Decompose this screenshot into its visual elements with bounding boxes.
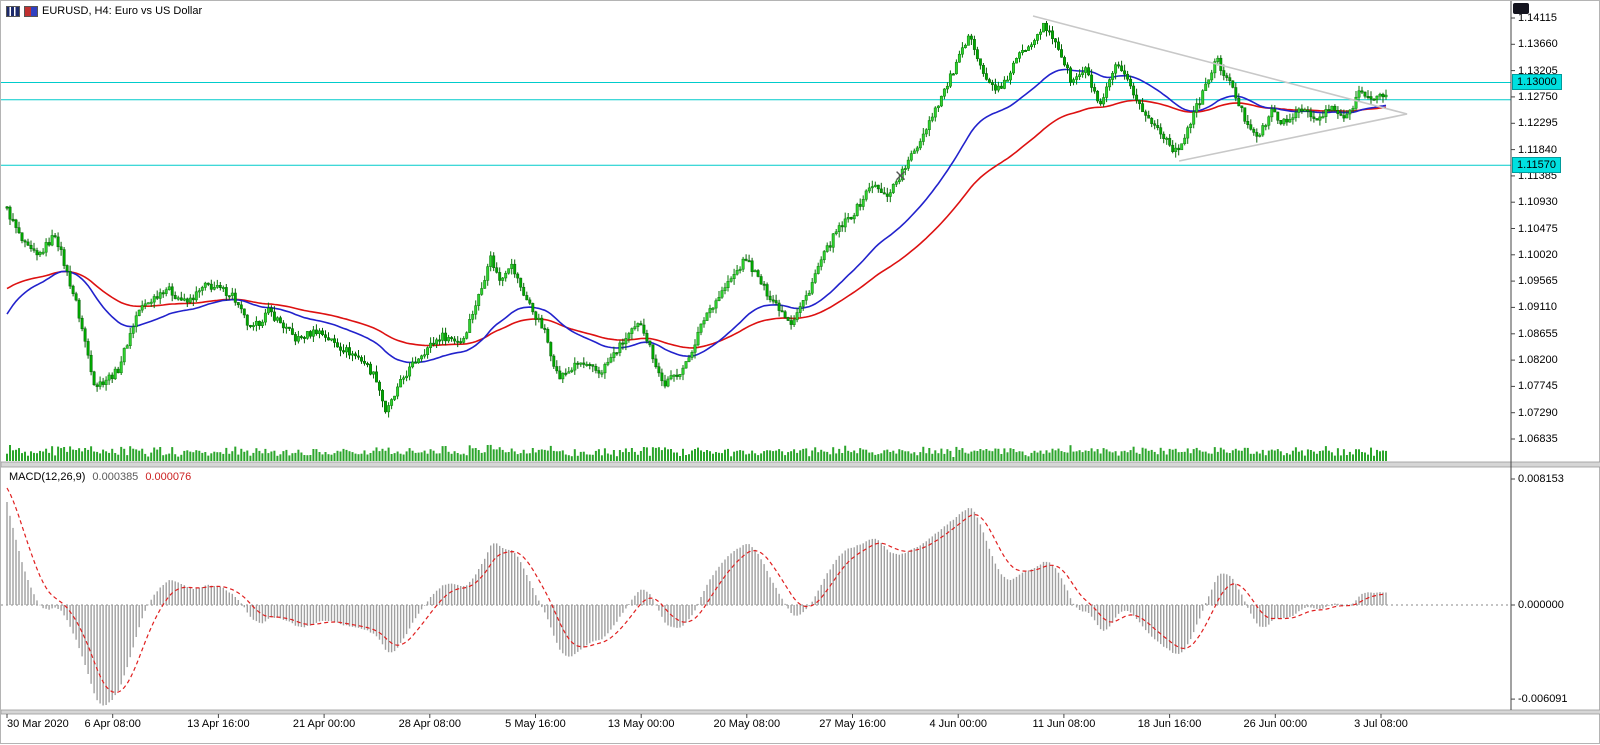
candlestick-series [5, 21, 1388, 418]
moving-averages [6, 68, 1387, 364]
ma-slow-line[interactable] [6, 99, 1387, 349]
volume-series [6, 444, 1387, 461]
pane-divider[interactable] [1, 709, 1600, 715]
triangle-lower-trendline[interactable] [1178, 113, 1408, 162]
chart-marker-icon[interactable] [896, 171, 906, 181]
macd-pane[interactable] [1, 487, 1511, 706]
macd-name: MACD(12,26,9) [9, 471, 86, 483]
chart-corner-icon[interactable] [1513, 3, 1529, 14]
macd-indicator-label[interactable]: MACD(12,26,9) 0.000385 0.000076 [9, 471, 191, 483]
macd-value-main: 0.000385 [92, 471, 139, 483]
ma-fast-line[interactable] [6, 68, 1387, 364]
chart-header: EURUSD, H4: Euro vs US Dollar [6, 5, 202, 17]
drawn-objects[interactable] [896, 15, 1408, 181]
chart-symbol-icon[interactable] [24, 5, 38, 17]
macd-signal-line [6, 487, 1387, 694]
chart-window-icon[interactable] [6, 5, 20, 17]
pane-divider[interactable] [1, 461, 1600, 468]
triangle-upper-trendline[interactable] [1032, 15, 1408, 115]
macd-value-signal: 0.000076 [145, 471, 192, 483]
horizontal-lines[interactable] [1, 82, 1511, 166]
axis-lines [1, 1, 1600, 718]
chart-title: EURUSD, H4: Euro vs US Dollar [42, 5, 203, 17]
